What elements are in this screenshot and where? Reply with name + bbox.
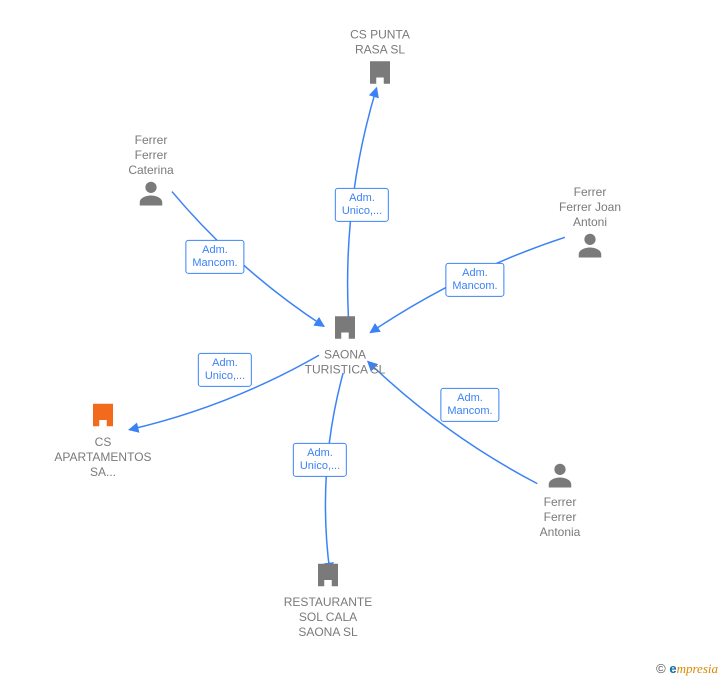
brand-initial: e bbox=[669, 661, 676, 676]
person-icon bbox=[545, 460, 575, 490]
node-center[interactable]: SAONA TURISTICA SL bbox=[285, 313, 405, 378]
node-label: CS APARTAMENTOS SA... bbox=[43, 435, 163, 480]
edge-label: Adm. Unico,... bbox=[198, 353, 252, 387]
copyright: © empresia bbox=[656, 661, 718, 677]
node-label: Ferrer Ferrer Caterina bbox=[91, 133, 211, 178]
edge-label: Adm. Mancom. bbox=[185, 240, 244, 274]
edge-label: Adm. Unico,... bbox=[293, 443, 347, 477]
node-restaurante[interactable]: RESTAURANTE SOL CALA SAONA SL bbox=[268, 560, 388, 640]
node-label: RESTAURANTE SOL CALA SAONA SL bbox=[268, 595, 388, 640]
node-csapart[interactable]: CS APARTAMENTOS SA... bbox=[43, 400, 163, 480]
edge-label: Adm. Mancom. bbox=[440, 388, 499, 422]
person-icon bbox=[575, 230, 605, 260]
node-punta[interactable]: CS PUNTA RASA SL bbox=[320, 28, 440, 93]
node-joan[interactable]: Ferrer Ferrer Joan Antoni bbox=[530, 185, 650, 265]
building-icon bbox=[330, 313, 360, 343]
building-icon bbox=[88, 400, 118, 430]
node-label: Ferrer Ferrer Antonia bbox=[500, 495, 620, 540]
brand-name: mpresia bbox=[677, 661, 718, 676]
edge-label: Adm. Mancom. bbox=[445, 263, 504, 297]
node-antonia[interactable]: Ferrer Ferrer Antonia bbox=[500, 460, 620, 540]
person-icon bbox=[136, 178, 166, 208]
node-label: Ferrer Ferrer Joan Antoni bbox=[530, 185, 650, 230]
building-icon bbox=[313, 560, 343, 590]
building-icon bbox=[365, 58, 395, 88]
node-label: CS PUNTA RASA SL bbox=[320, 28, 440, 58]
copyright-symbol: © bbox=[656, 661, 666, 676]
edge-label: Adm. Unico,... bbox=[335, 188, 389, 222]
node-label: SAONA TURISTICA SL bbox=[285, 348, 405, 378]
node-caterina[interactable]: Ferrer Ferrer Caterina bbox=[91, 133, 211, 213]
